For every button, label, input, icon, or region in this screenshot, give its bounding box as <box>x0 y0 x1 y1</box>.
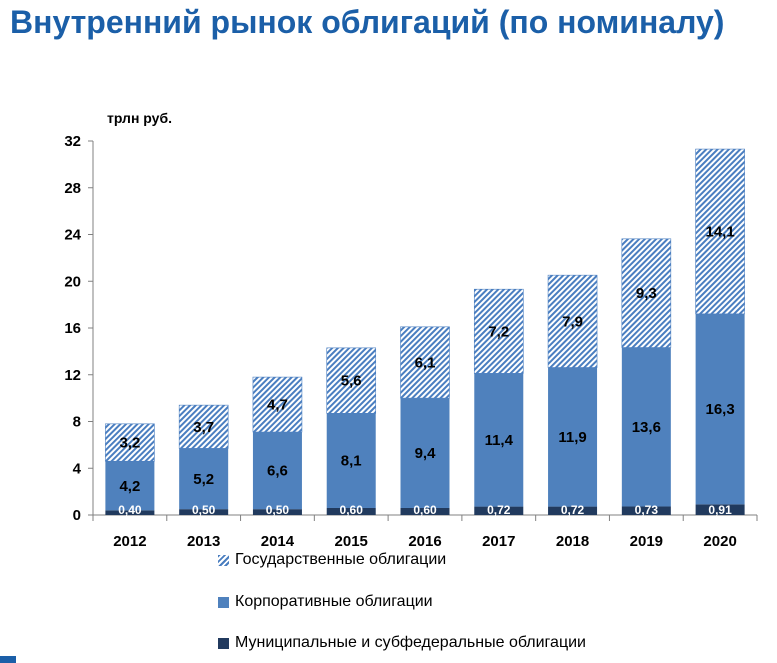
page-title: Внутренний рынок облигаций (по номиналу) <box>10 4 725 40</box>
data-label: 0,72 <box>487 503 511 517</box>
y-tick-label: 20 <box>64 273 81 290</box>
bar-segment-mun <box>326 507 376 515</box>
x-tick-label: 2019 <box>630 533 663 550</box>
bar-segment-corp <box>548 367 598 507</box>
bar-segment-mun <box>179 509 229 515</box>
data-label: 0,60 <box>340 503 364 517</box>
legend-label-corp: Корпоративные облигации <box>235 593 433 610</box>
bar-segment-corp <box>179 448 229 510</box>
bar-segment-gov <box>326 347 377 414</box>
bar-segment-gov <box>547 274 598 368</box>
bar-segment-gov <box>473 288 524 374</box>
data-label: 5,6 <box>341 373 362 390</box>
legend-swatch-gov <box>218 554 229 566</box>
bar-segment-gov <box>400 326 450 399</box>
y-tick-label: 28 <box>64 180 81 197</box>
data-label: 0,50 <box>192 503 216 517</box>
data-label: 0,50 <box>266 503 290 517</box>
data-label: 7,2 <box>488 323 509 340</box>
x-tick-label: 2014 <box>261 533 295 550</box>
data-label: 14,1 <box>706 223 735 240</box>
legend-swatch-mun <box>218 637 229 649</box>
bar-segment-corp <box>252 432 302 510</box>
bar-segment-mun <box>105 510 155 515</box>
bar-segment-gov <box>621 238 672 348</box>
y-tick-label: 4 <box>73 460 82 477</box>
legend-item-gov: Государственные облигации <box>218 551 446 569</box>
bar-segment-corp <box>400 398 450 508</box>
bar-segment-gov <box>695 148 745 315</box>
data-label: 16,3 <box>706 401 735 418</box>
data-label: 0,40 <box>118 503 142 517</box>
bar-segment-mun <box>252 509 302 515</box>
legend-item-mun: Муниципальные и субфедеральные облигации <box>218 634 586 652</box>
data-label: 4,7 <box>267 397 288 414</box>
y-tick-label: 24 <box>64 227 81 244</box>
bar-segment-corp <box>474 373 524 507</box>
x-tick-label: 2020 <box>703 533 736 550</box>
data-label: 9,4 <box>415 445 437 462</box>
x-tick-label: 2015 <box>335 533 368 550</box>
data-label: 7,9 <box>562 313 583 330</box>
legend-label-gov: Государственные облигации <box>235 551 447 568</box>
footer-decoration <box>0 656 16 663</box>
x-tick-label: 2016 <box>408 533 441 550</box>
bar-segment-gov <box>105 423 155 462</box>
data-label: 8,1 <box>341 453 362 470</box>
data-label: 11,9 <box>558 429 586 446</box>
data-label: 4,2 <box>119 478 140 495</box>
x-tick-label: 2017 <box>482 533 515 550</box>
y-tick-label: 0 <box>73 507 81 524</box>
bar-segment-mun <box>474 506 524 515</box>
legend-swatch-corp <box>218 596 229 608</box>
bar-segment-gov <box>252 376 303 433</box>
legend-label-mun: Муниципальные и субфедеральные облигации <box>235 634 586 651</box>
y-tick-label: 16 <box>64 320 81 337</box>
data-label: 3,7 <box>193 419 214 436</box>
x-tick-label: 2018 <box>556 533 589 550</box>
bar-segment-mun <box>548 506 598 515</box>
data-label: 0,91 <box>708 503 732 517</box>
bar-segment-corp <box>695 313 745 505</box>
y-tick-label: 12 <box>64 367 81 384</box>
bar-segment-corp <box>105 461 155 511</box>
data-label: 11,4 <box>485 432 514 449</box>
data-label: 5,2 <box>193 471 214 488</box>
data-label: 13,6 <box>632 419 661 436</box>
data-label: 0,72 <box>561 503 585 517</box>
y-tick-label: 32 <box>64 133 81 150</box>
data-label: 3,2 <box>119 435 140 452</box>
bar-segment-mun <box>621 506 671 515</box>
x-tick-label: 2013 <box>187 533 220 550</box>
x-tick-label: 2012 <box>113 533 146 550</box>
bar-segment-corp <box>326 413 376 508</box>
y-axis-label: трлн руб. <box>107 110 172 126</box>
bar-segment-mun <box>695 504 745 515</box>
legend-item-corp: Корпоративные облигации <box>218 593 433 611</box>
data-label: 0,60 <box>413 503 437 517</box>
bar-segment-gov <box>178 404 229 449</box>
bar-segment-mun <box>400 507 450 515</box>
data-label: 0,73 <box>635 503 659 517</box>
data-label: 6,1 <box>415 354 436 371</box>
data-label: 9,3 <box>636 285 657 302</box>
y-tick-label: 8 <box>73 414 81 431</box>
bar-segment-corp <box>621 347 671 507</box>
data-label: 6,6 <box>267 463 288 480</box>
